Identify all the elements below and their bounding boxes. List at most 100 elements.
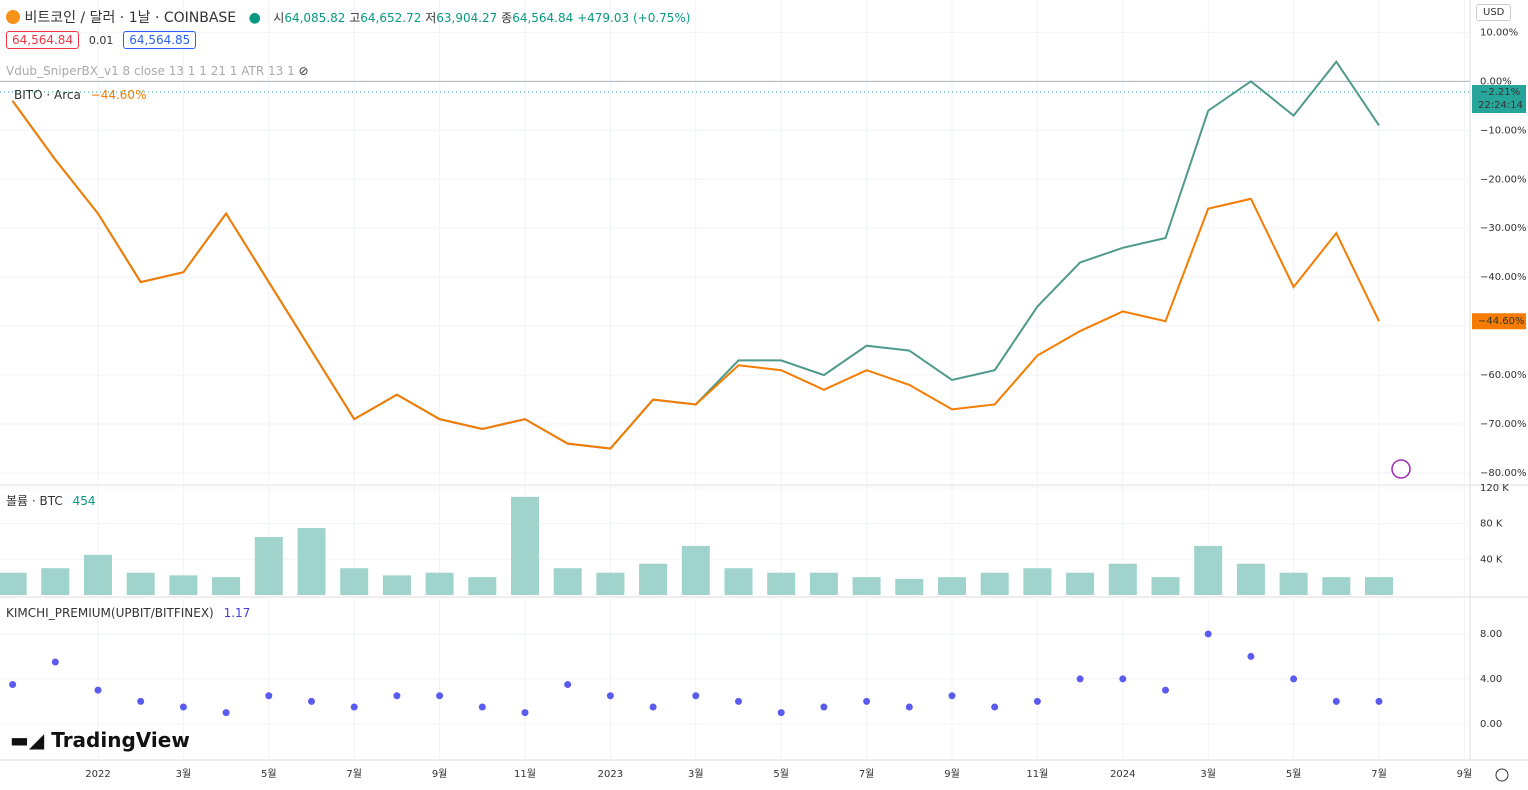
ohlc-label: 종: [501, 11, 513, 25]
volume-value: 454: [72, 494, 96, 508]
y-tick-label: −70.00%: [1480, 419, 1527, 430]
premium-dot: [1332, 697, 1340, 705]
price-box: [1472, 85, 1526, 113]
kimchi-title: KIMCHI_PREMIUM(UPBIT/BITFINEX): [6, 606, 214, 620]
x-tick-label: 9월: [944, 768, 960, 780]
ohlc: 시64,085.82 고64,652.72 저63,904.27 종64,564…: [273, 11, 577, 25]
y-tick-label: −10.00%: [1480, 125, 1527, 136]
series-line: [11, 100, 1380, 450]
ohlc-label: 고: [349, 11, 361, 25]
volume-bar: [553, 568, 582, 595]
x-tick-label: 9월: [1457, 768, 1473, 780]
volume-bar: [1108, 563, 1137, 595]
volume-bar: [1322, 577, 1351, 595]
premium-dot: [606, 692, 614, 700]
x-tick-label: 7월: [346, 768, 362, 780]
volume-bar: [1151, 577, 1180, 595]
symbol-row: 비트코인 / 달러 · 1날 · COINBASE ● 시64,085.82 고…: [6, 7, 691, 27]
y-tick-label: 80 K: [1480, 519, 1503, 530]
brand-text: TradingView: [51, 728, 190, 752]
x-tick-label: 3월: [176, 768, 192, 780]
alert-icon: [1391, 459, 1411, 479]
volume-bar: [596, 572, 625, 595]
x-tick-label: 3월: [1200, 768, 1216, 780]
volume-bar: [169, 575, 198, 595]
ohlc-label: 저: [425, 11, 437, 25]
ohlc-value: 64,652.72: [360, 11, 422, 25]
premium-dot: [1247, 652, 1255, 660]
y-tick-label: 10.00%: [1480, 27, 1518, 38]
ask[interactable]: 64,564.85: [123, 31, 197, 49]
compare-legend: BITO · Arca −44.60%: [14, 88, 146, 102]
settings-icon: [1495, 768, 1509, 782]
status-dot: ●: [248, 10, 261, 26]
premium-dot: [820, 703, 828, 711]
premium-dot: [1162, 686, 1169, 694]
premium-dot: [1033, 697, 1041, 705]
bid[interactable]: 64,564.84: [6, 31, 80, 49]
premium-dot: [1119, 675, 1127, 683]
x-tick-label: 3월: [688, 768, 704, 780]
y-tick-label: −40.00%: [1480, 272, 1527, 283]
volume-bar: [41, 568, 70, 595]
volume-bar: [1236, 563, 1265, 595]
volume-bar: [212, 577, 241, 595]
premium-dot: [863, 697, 871, 705]
volume-legend: 볼륨 · BTC 454: [6, 492, 96, 509]
volume-bar: [0, 572, 27, 595]
y-tick-label: −20.00%: [1480, 174, 1527, 185]
indicator: Vdub_SniperBX_v1 8 close 13 1 1 21 1 ATR…: [6, 64, 309, 78]
countdown: 22:24:14: [1478, 100, 1523, 111]
volume-bar: [681, 545, 710, 595]
quote-row: 64,564.84 0.01 64,564.85: [6, 31, 197, 49]
premium-dot: [51, 658, 59, 666]
hide-icon[interactable]: ⊘: [298, 64, 309, 78]
x-tick-label: 9월: [432, 768, 448, 780]
y-tick-label: 4.00: [1480, 674, 1502, 685]
volume-bar: [126, 572, 155, 595]
premium-dot: [905, 703, 913, 711]
premium-dot: [692, 692, 700, 700]
volume-bar: [425, 572, 454, 595]
premium-dot: [1375, 697, 1383, 705]
kimchi-value: 1.17: [223, 606, 251, 620]
x-tick-label: 11월: [514, 768, 536, 780]
premium-dot: [564, 681, 572, 689]
legend-name: BITO · Arca: [14, 88, 81, 102]
x-tick-label: 2022: [85, 769, 110, 780]
volume-bar: [724, 568, 753, 595]
premium-dot: [991, 703, 999, 711]
y-tick-label: 0.00: [1480, 719, 1502, 730]
volume-title: 볼륨 · BTC: [6, 494, 63, 508]
last-value-box: [1472, 313, 1526, 330]
volume-bar: [938, 577, 966, 595]
x-tick-label: 5월: [261, 768, 277, 780]
brand: ▬◢ TradingView: [10, 728, 190, 752]
y-tick-label: −60.00%: [1480, 370, 1527, 381]
currency[interactable]: USD: [1476, 4, 1512, 21]
volume-bar: [1279, 572, 1308, 595]
y-tick-label: 120 K: [1480, 483, 1509, 494]
volume-bar: [767, 572, 796, 595]
premium-dot: [308, 697, 315, 705]
last-value-label: −44.60%: [1478, 316, 1525, 327]
y-tick-label: 40 K: [1480, 554, 1503, 565]
x-tick-label: 7월: [859, 768, 875, 780]
y-tick-label: 8.00: [1480, 629, 1502, 640]
change: +479.03 (+0.75%): [577, 11, 691, 25]
symbol[interactable]: 비트코인 / 달러 · 1날 · COINBASE: [24, 10, 237, 26]
volume-bar: [895, 578, 924, 595]
premium-dot: [94, 686, 102, 694]
y-tick-label: −30.00%: [1480, 223, 1527, 234]
premium-dot: [1076, 675, 1084, 683]
volume-bar: [980, 572, 1009, 595]
premium-dot: [649, 703, 657, 711]
premium-dot: [478, 703, 486, 711]
premium-dot: [350, 703, 358, 711]
ohlc-value: 64,564.84: [512, 11, 574, 25]
volume-bar: [639, 563, 668, 595]
coin-icon: [6, 10, 20, 24]
volume-bar: [84, 554, 112, 595]
